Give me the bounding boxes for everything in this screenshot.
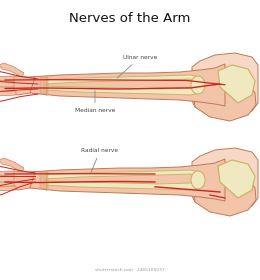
- Polygon shape: [44, 170, 200, 179]
- Text: Median nerve: Median nerve: [75, 91, 115, 113]
- Polygon shape: [4, 171, 35, 190]
- Polygon shape: [40, 77, 48, 94]
- Ellipse shape: [191, 76, 205, 94]
- Polygon shape: [193, 170, 256, 216]
- Polygon shape: [193, 75, 256, 121]
- Polygon shape: [0, 81, 14, 87]
- Polygon shape: [44, 181, 200, 190]
- Ellipse shape: [191, 171, 205, 189]
- Polygon shape: [192, 53, 258, 115]
- Polygon shape: [0, 158, 24, 172]
- Polygon shape: [40, 172, 48, 189]
- Polygon shape: [0, 181, 14, 186]
- Text: Nerves of the Arm: Nerves of the Arm: [69, 12, 191, 25]
- Polygon shape: [192, 148, 258, 210]
- Text: Radial nerve: Radial nerve: [81, 148, 119, 172]
- Polygon shape: [0, 185, 16, 191]
- Polygon shape: [0, 176, 14, 182]
- Polygon shape: [30, 159, 225, 201]
- Polygon shape: [0, 90, 16, 96]
- Polygon shape: [30, 64, 225, 106]
- Text: Ulnar nerve: Ulnar nerve: [117, 55, 157, 78]
- Polygon shape: [218, 65, 255, 103]
- Polygon shape: [218, 160, 255, 198]
- Polygon shape: [0, 87, 14, 92]
- Polygon shape: [44, 86, 200, 95]
- Polygon shape: [44, 75, 200, 84]
- Polygon shape: [4, 76, 35, 95]
- Polygon shape: [0, 171, 14, 176]
- Polygon shape: [0, 76, 14, 81]
- Polygon shape: [0, 63, 24, 77]
- Text: shutterstock.com · 2465105037: shutterstock.com · 2465105037: [95, 268, 165, 272]
